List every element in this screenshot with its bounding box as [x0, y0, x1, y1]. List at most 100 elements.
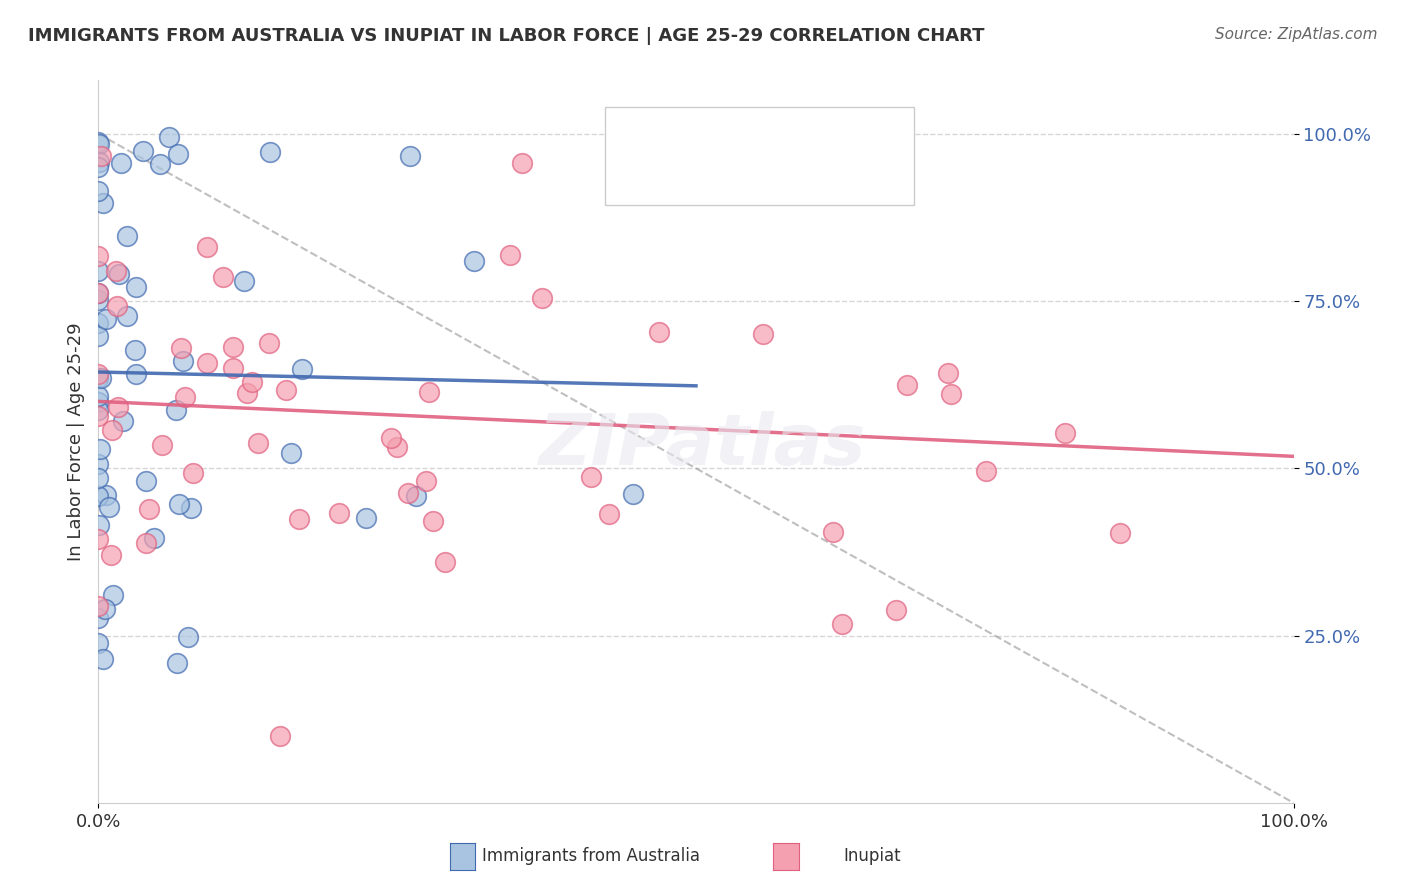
- Immigrants from Australia: [87, 395, 110, 409]
- Immigrants from Australia: [91, 196, 114, 211]
- Text: 55: 55: [801, 169, 827, 187]
- Text: ZIPatlas: ZIPatlas: [540, 411, 866, 481]
- Immigrants from Australia: [94, 312, 117, 326]
- Inupiat: [422, 514, 444, 528]
- Immigrants from Australia: [166, 656, 188, 670]
- Inupiat: [936, 366, 959, 380]
- Inupiat: [222, 340, 245, 354]
- Immigrants from Australia: [87, 135, 110, 149]
- Inupiat: [415, 474, 437, 488]
- Immigrants from Australia: [87, 471, 110, 485]
- Inupiat: [138, 501, 160, 516]
- Immigrants from Australia: [94, 601, 117, 615]
- Inupiat: [418, 385, 440, 400]
- Inupiat: [818, 131, 841, 145]
- Inupiat: [211, 269, 233, 284]
- Immigrants from Australia: [463, 254, 485, 268]
- Text: IMMIGRANTS FROM AUSTRALIA VS INUPIAT IN LABOR FORCE | AGE 25-29 CORRELATION CHAR: IMMIGRANTS FROM AUSTRALIA VS INUPIAT IN …: [28, 27, 984, 45]
- Immigrants from Australia: [259, 145, 281, 159]
- Immigrants from Australia: [135, 474, 157, 488]
- Inupiat: [174, 390, 197, 404]
- Immigrants from Australia: [87, 389, 110, 403]
- Inupiat: [221, 360, 243, 375]
- Text: R =: R =: [661, 129, 700, 147]
- Inupiat: [499, 247, 522, 261]
- Inupiat: [87, 368, 110, 382]
- Immigrants from Australia: [97, 500, 120, 515]
- Immigrants from Australia: [87, 611, 110, 625]
- Inupiat: [821, 525, 844, 540]
- Immigrants from Australia: [280, 445, 302, 459]
- Inupiat: [105, 299, 128, 313]
- Inupiat: [181, 466, 204, 480]
- Immigrants from Australia: [165, 403, 187, 417]
- Inupiat: [87, 285, 110, 300]
- Inupiat: [896, 378, 918, 392]
- Immigrants from Australia: [87, 136, 110, 151]
- Immigrants from Australia: [398, 149, 420, 163]
- Immigrants from Australia: [87, 264, 110, 278]
- Immigrants from Australia: [124, 343, 146, 357]
- Immigrants from Australia: [405, 489, 427, 503]
- Immigrants from Australia: [167, 497, 190, 511]
- Inupiat: [100, 423, 122, 437]
- Immigrants from Australia: [623, 487, 645, 501]
- Immigrants from Australia: [87, 154, 110, 169]
- Immigrants from Australia: [87, 161, 110, 175]
- Immigrants from Australia: [143, 531, 166, 545]
- Immigrants from Australia: [87, 285, 110, 300]
- Inupiat: [939, 387, 962, 401]
- Text: -0.264: -0.264: [696, 169, 761, 187]
- Inupiat: [288, 512, 311, 526]
- Immigrants from Australia: [132, 145, 155, 159]
- Immigrants from Australia: [87, 457, 110, 471]
- Inupiat: [274, 383, 297, 397]
- Immigrants from Australia: [115, 309, 138, 323]
- Immigrants from Australia: [91, 651, 114, 665]
- Immigrants from Australia: [125, 279, 148, 293]
- Immigrants from Australia: [96, 488, 118, 502]
- Immigrants from Australia: [180, 500, 202, 515]
- Immigrants from Australia: [354, 511, 377, 525]
- Text: R =: R =: [661, 169, 700, 187]
- Inupiat: [1108, 525, 1130, 540]
- Inupiat: [87, 249, 110, 263]
- Inupiat: [235, 385, 257, 400]
- Immigrants from Australia: [110, 155, 132, 169]
- Inupiat: [87, 409, 110, 423]
- Text: -0.215: -0.215: [696, 129, 761, 147]
- Inupiat: [510, 156, 533, 170]
- Inupiat: [974, 464, 997, 478]
- Immigrants from Australia: [117, 229, 139, 244]
- Inupiat: [150, 438, 173, 452]
- Text: 58: 58: [801, 129, 827, 147]
- Inupiat: [648, 325, 671, 339]
- Immigrants from Australia: [172, 353, 194, 368]
- Inupiat: [433, 555, 456, 569]
- Immigrants from Australia: [87, 293, 110, 307]
- Inupiat: [396, 486, 419, 500]
- Inupiat: [269, 729, 291, 743]
- Inupiat: [884, 603, 907, 617]
- Inupiat: [1054, 425, 1077, 440]
- Immigrants from Australia: [87, 402, 110, 417]
- Inupiat: [100, 549, 122, 563]
- Inupiat: [90, 149, 112, 163]
- Inupiat: [385, 440, 408, 454]
- Immigrants from Australia: [87, 636, 110, 650]
- Text: Inupiat: Inupiat: [844, 847, 900, 865]
- Inupiat: [380, 431, 402, 445]
- Inupiat: [87, 533, 110, 547]
- Immigrants from Australia: [101, 588, 124, 602]
- Immigrants from Australia: [87, 518, 110, 533]
- Inupiat: [135, 536, 157, 550]
- Immigrants from Australia: [233, 274, 256, 288]
- Inupiat: [170, 341, 193, 355]
- Text: Source: ZipAtlas.com: Source: ZipAtlas.com: [1215, 27, 1378, 42]
- Inupiat: [831, 617, 853, 632]
- Immigrants from Australia: [157, 130, 180, 145]
- Immigrants from Australia: [87, 490, 110, 504]
- Inupiat: [105, 264, 128, 278]
- Y-axis label: In Labor Force | Age 25-29: In Labor Force | Age 25-29: [66, 322, 84, 561]
- Immigrants from Australia: [87, 371, 110, 385]
